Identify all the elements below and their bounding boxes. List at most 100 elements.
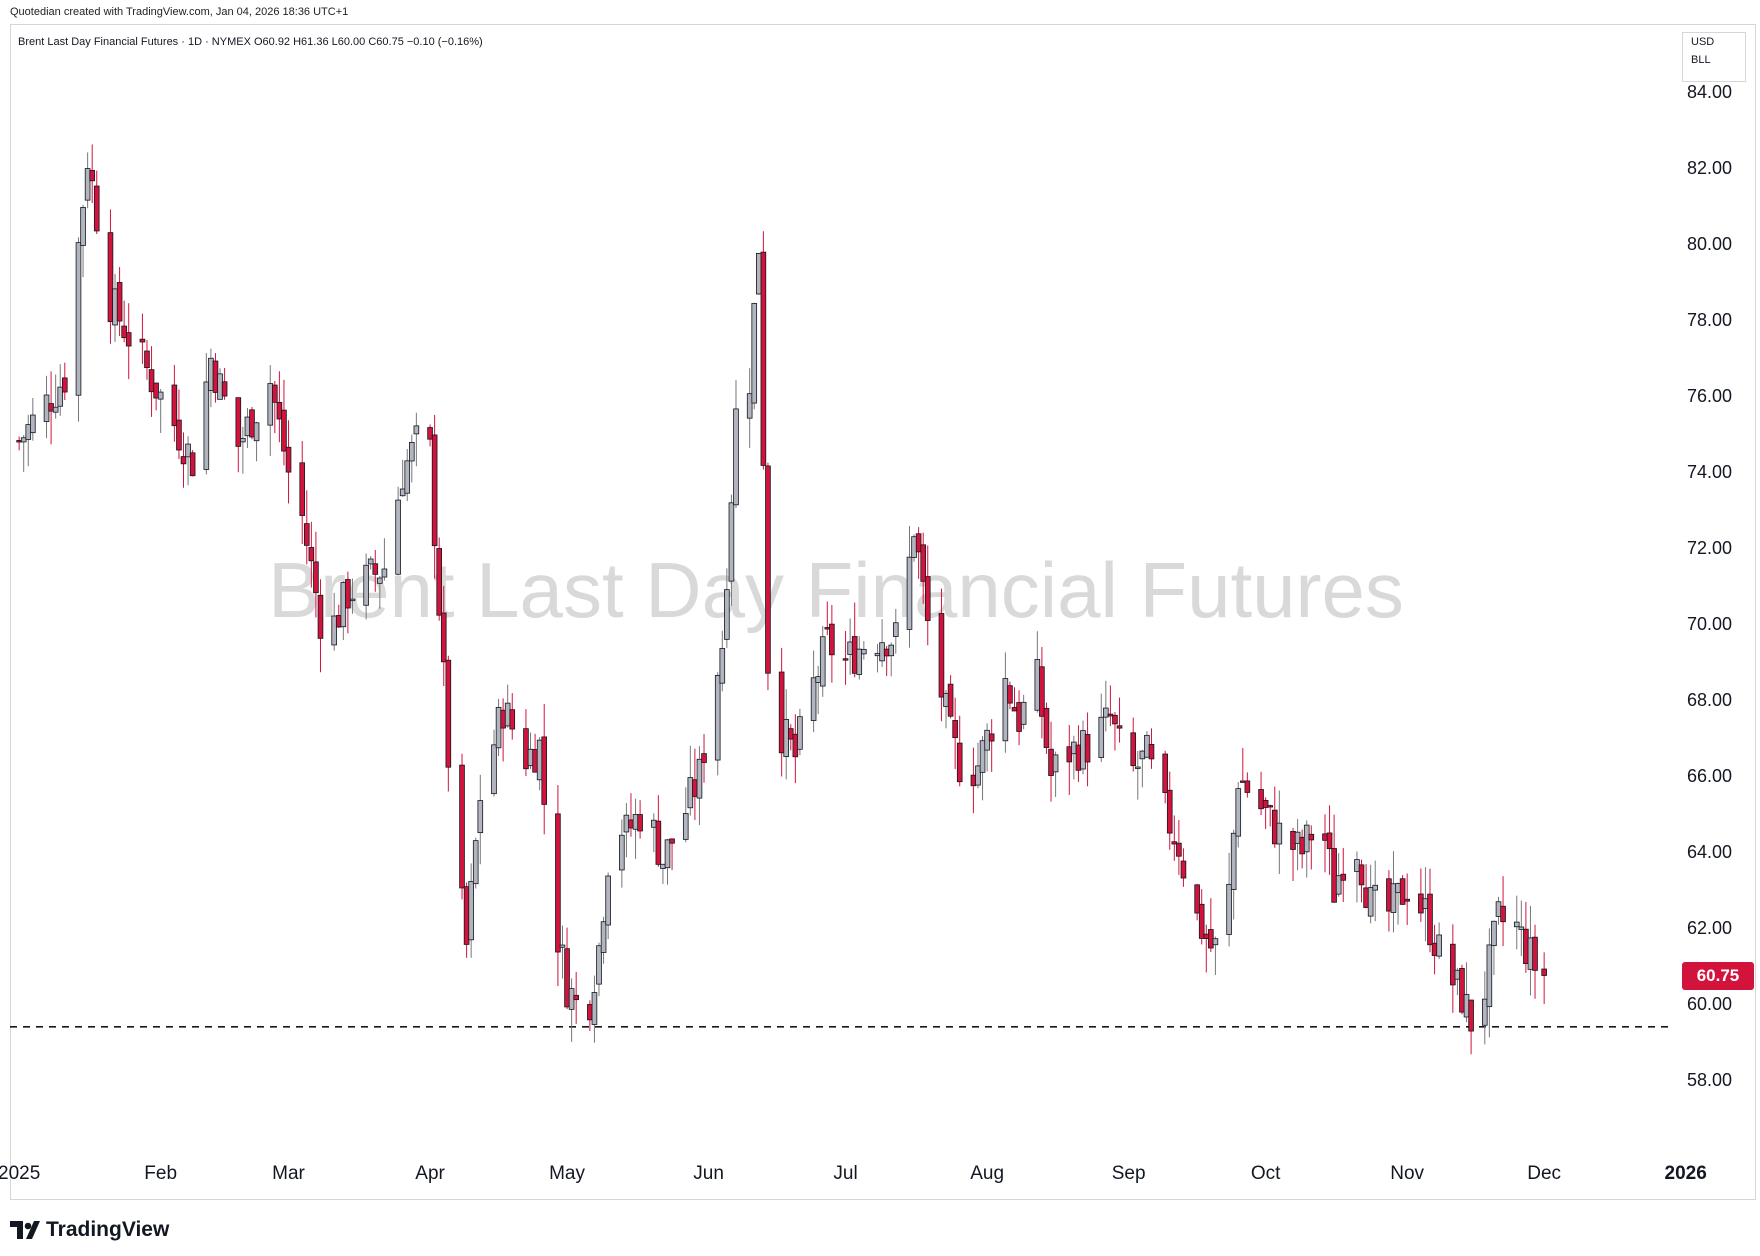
candle-body	[1518, 926, 1525, 930]
y-tick-label: 78.00	[1687, 310, 1732, 330]
candle-body	[43, 394, 50, 422]
candle-body	[472, 840, 479, 885]
candle-body	[1527, 937, 1534, 970]
candle-body	[682, 813, 689, 840]
candle-body	[440, 612, 447, 663]
candle-body	[116, 282, 123, 322]
candle-body	[30, 414, 36, 434]
candle-body	[605, 875, 611, 926]
symbol-badge[interactable]: BLL	[1691, 54, 1711, 66]
candle-body	[281, 409, 287, 452]
candle-body	[317, 594, 324, 639]
candle-body	[765, 465, 771, 674]
candle-body	[760, 251, 767, 466]
candle-body	[956, 742, 963, 783]
candle-body	[911, 536, 917, 558]
candle-body	[212, 360, 219, 393]
candle-body	[1418, 893, 1424, 914]
symbol-legend[interactable]: Brent Last Day Financial Futures · 1D · …	[18, 36, 483, 48]
candle-body	[313, 561, 319, 594]
y-tick-label: 74.00	[1687, 462, 1732, 482]
candle-body	[57, 386, 64, 407]
candle-body	[20, 437, 27, 443]
candle-body	[1071, 741, 1077, 755]
candle-body	[1230, 832, 1237, 890]
candle-body	[1208, 929, 1214, 949]
candle-body	[93, 185, 100, 232]
candle-body	[1459, 968, 1465, 1013]
candle-body	[235, 397, 242, 447]
candle-body	[984, 729, 990, 751]
candle-body	[874, 652, 881, 657]
candle-body	[1427, 893, 1433, 946]
y-tick-label: 66.00	[1687, 766, 1732, 786]
candle-body	[587, 1004, 593, 1021]
candle-body	[1495, 901, 1502, 917]
candle-body	[16, 440, 22, 443]
candle-body	[1523, 928, 1529, 964]
candle-body	[1112, 714, 1118, 725]
candle-body	[861, 648, 867, 655]
candle-body	[171, 384, 178, 427]
candle-body	[331, 615, 337, 646]
candle-body	[733, 408, 739, 506]
candle-body	[1103, 707, 1109, 718]
tradingview-logo[interactable]: TradingView	[10, 1218, 169, 1242]
candle-body	[746, 393, 753, 419]
candle-body	[792, 733, 799, 758]
candle-body	[445, 659, 452, 768]
candle-body	[349, 598, 356, 602]
candle-body	[125, 332, 132, 347]
candle-body	[1107, 713, 1114, 717]
candle-body	[1294, 831, 1301, 844]
candle-body	[975, 765, 981, 786]
candle-body	[157, 391, 164, 400]
candle-body	[1043, 707, 1050, 748]
candle-body	[413, 425, 420, 435]
y-tick-label: 58.00	[1687, 1070, 1732, 1090]
candle-body	[619, 834, 625, 871]
candle-body	[381, 568, 388, 578]
candle-body	[1116, 725, 1123, 729]
candle-body	[1431, 942, 1438, 956]
candle-body	[1144, 734, 1150, 758]
candle-body	[1367, 887, 1374, 917]
candle-body	[308, 547, 315, 562]
candle-body	[1450, 943, 1456, 986]
candle-body	[724, 589, 730, 640]
candle-body	[139, 338, 146, 343]
currency-badge[interactable]: USD	[1691, 36, 1715, 48]
y-tick-label: 72.00	[1687, 538, 1732, 558]
candle-body	[185, 443, 191, 458]
candle-body	[970, 774, 977, 787]
candle-body	[1240, 780, 1246, 783]
candle-body	[276, 401, 283, 420]
candle-body	[189, 452, 196, 477]
x-tick-label: Mar	[272, 1163, 305, 1184]
candle-body	[819, 636, 826, 687]
candle-body	[367, 558, 374, 565]
x-tick-label: May	[549, 1163, 585, 1184]
candle-body	[988, 733, 995, 742]
candle-body	[623, 814, 630, 833]
candle-body	[377, 577, 383, 584]
candle-body	[1463, 994, 1470, 1018]
candle-body	[797, 716, 803, 750]
candle-body	[555, 813, 561, 953]
candle-body	[1395, 883, 1401, 894]
candle-body	[1007, 685, 1013, 704]
candle-body	[1244, 780, 1251, 793]
candle-body	[1340, 873, 1347, 881]
candle-body	[829, 623, 835, 656]
candle-body	[144, 350, 150, 369]
candle-body	[372, 563, 379, 575]
candle-body	[628, 819, 634, 829]
y-tick-label: 64.00	[1687, 842, 1732, 862]
scale-badges[interactable]: USD BLL	[1682, 32, 1746, 82]
candle-body	[431, 434, 438, 547]
candle-body	[1176, 842, 1182, 857]
candle-body	[701, 753, 707, 763]
candle-body	[1134, 766, 1141, 769]
candle-body	[979, 740, 986, 773]
